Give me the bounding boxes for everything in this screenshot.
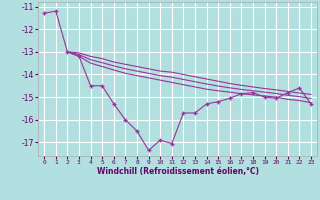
X-axis label: Windchill (Refroidissement éolien,°C): Windchill (Refroidissement éolien,°C) xyxy=(97,167,259,176)
